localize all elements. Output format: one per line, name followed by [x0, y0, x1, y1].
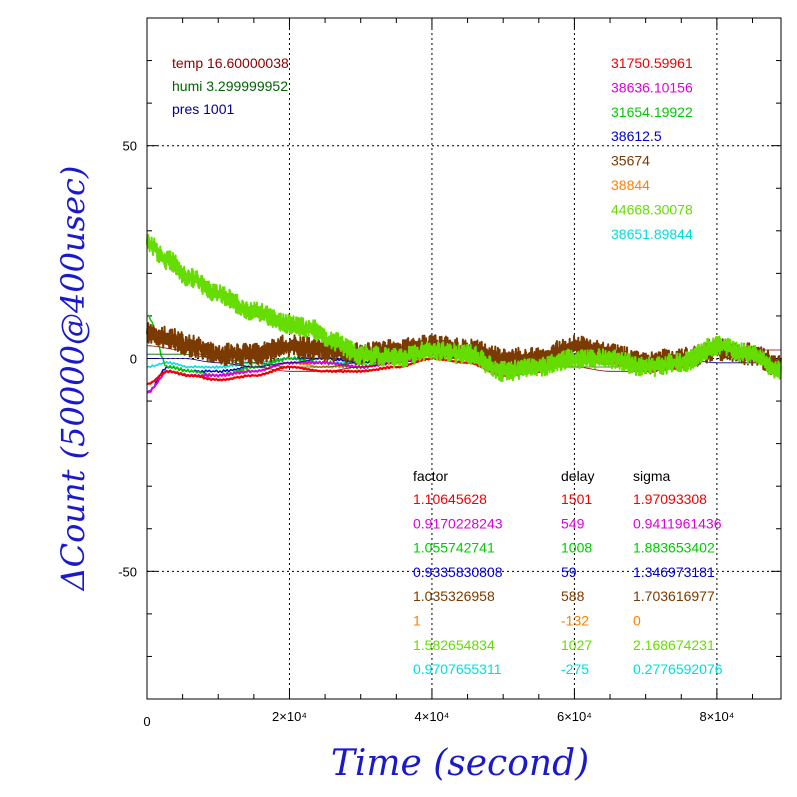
table-header: delay: [561, 468, 594, 484]
env-legend-entry: humi 3.299999952: [172, 78, 288, 94]
tick-labels: 0 2×10⁴ 4×10⁴ 6×10⁴ 8×10⁴ 50 0 -50: [118, 139, 734, 729]
y-tick-label: 50: [123, 139, 137, 154]
table-cell: 1.346973181: [633, 564, 715, 580]
series-legend-entry: 38651.89844: [611, 226, 693, 242]
table-cell: 1.582654834: [413, 637, 495, 653]
x-tick-label: 4×10⁴: [415, 709, 450, 724]
table-cell: 0.9707655311: [413, 661, 502, 677]
y-tick-label: 0: [130, 352, 137, 367]
table-cell: 0: [633, 613, 641, 629]
table-cell: 1: [413, 613, 421, 629]
table-cell: -275: [561, 661, 589, 677]
minor-ticks: [147, 18, 781, 699]
table-cell: -132: [561, 613, 589, 629]
x-tick-label: 2×10⁴: [272, 709, 307, 724]
series-legend: 31750.59961 38636.10156 31654.19922 38612.5…: [611, 55, 693, 242]
table-header: factor: [413, 468, 448, 484]
y-axis-title: ΔCount (50000@400usec): [54, 166, 92, 593]
x-axis-title: Time (second): [331, 743, 589, 784]
x-tick-label: 8×10⁴: [699, 709, 734, 724]
parameter-table: factor delay sigma 1.10645628 1501 1.97093308…: [413, 468, 723, 677]
series-legend-entry: 35674: [611, 153, 650, 169]
series-legend-entry: 38636.10156: [611, 79, 693, 95]
x-tick-label: 0: [143, 714, 150, 729]
series-legend-entry: 31750.59961: [611, 55, 693, 71]
series-legend-entry: 38844: [611, 177, 650, 193]
plot-lines: [146, 233, 782, 394]
series-legend-entry: 38612.5: [611, 128, 662, 144]
table-cell: 59: [561, 564, 577, 580]
table-cell: 588: [561, 588, 585, 604]
environment-legend: temp 16.60000038 humi 3.299999952 pres 100…: [172, 55, 289, 117]
plot-frame: [146, 17, 782, 700]
y-tick-label: -50: [118, 564, 137, 579]
table-cell: 549: [561, 515, 585, 531]
table-cell: 0.9170228243: [413, 515, 503, 531]
table-cell: 2.168674231: [633, 637, 715, 653]
table-cell: 1.055742741: [413, 540, 495, 556]
table-header: sigma: [633, 468, 671, 484]
env-legend-entry: pres 1001: [172, 101, 234, 117]
table-cell: 1.703616977: [633, 588, 715, 604]
table-cell: 1.97093308: [633, 491, 707, 507]
table-cell: 1008: [561, 540, 592, 556]
series-legend-entry: 44668.30078: [611, 201, 693, 217]
table-cell: 0.9335830808: [413, 564, 503, 580]
env-legend-entry: temp 16.60000038: [172, 55, 289, 71]
table-cell: 1.883653402: [633, 540, 715, 556]
table-cell: 0.2776592076: [633, 661, 723, 677]
x-tick-label: 6×10⁴: [557, 709, 592, 724]
table-cell: 0.9411961436: [633, 515, 722, 531]
table-cell: 1501: [561, 491, 592, 507]
table-cell: 1.035326958: [413, 588, 495, 604]
series-line: [146, 233, 782, 382]
table-cell: 1027: [561, 637, 592, 653]
table-cell: 1.10645628: [413, 491, 487, 507]
series-legend-entry: 31654.19922: [611, 104, 693, 120]
